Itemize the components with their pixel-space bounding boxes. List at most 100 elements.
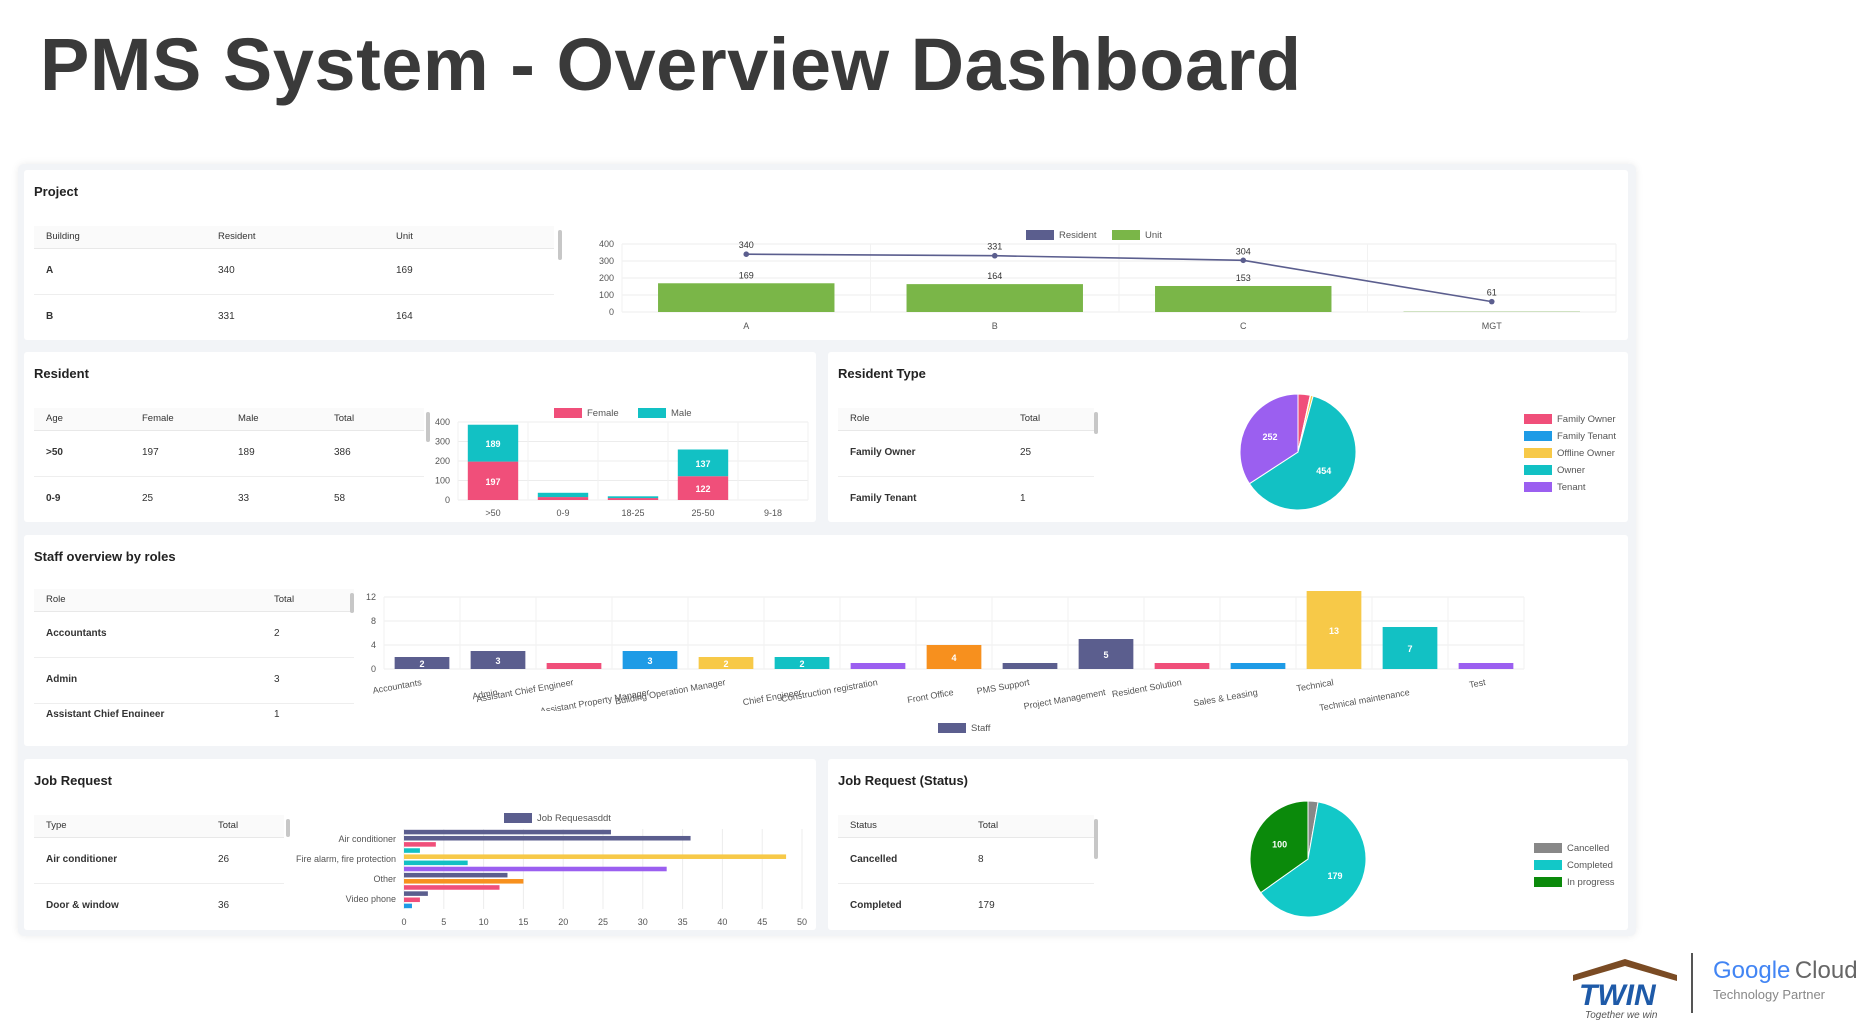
legend-in-progress[interactable]: In progress [1534, 877, 1615, 888]
legend-label: Male [671, 408, 692, 419]
bar [404, 829, 611, 835]
x-tick-label: 18-25 [621, 508, 644, 518]
x-tick-label: MGT [1482, 321, 1502, 331]
x-tick-label: Construction registration [781, 677, 879, 704]
x-tick-label: B [992, 321, 998, 331]
table-row[interactable]: Assistant Chief Engineer 1 [34, 703, 354, 717]
legend-family-tenant[interactable]: Family Tenant [1524, 431, 1616, 442]
legend-male[interactable]: Male [638, 408, 692, 419]
column-header[interactable]: Total [334, 413, 355, 424]
table-row[interactable]: B 331 164 [34, 294, 554, 340]
column-header[interactable]: Female [142, 413, 174, 424]
data-label: 13 [1329, 626, 1339, 636]
twin-logo-name: TWIN [1579, 979, 1657, 1012]
bar [658, 283, 835, 312]
legend-owner[interactable]: Owner [1524, 465, 1585, 476]
table-scrollbar[interactable] [426, 412, 430, 442]
table-header [838, 815, 1094, 838]
project-table: Building Resident Unit A 340 169 B 331 1… [34, 226, 562, 326]
table-row[interactable]: Door & window 36 [34, 883, 284, 929]
legend-unit[interactable]: Unit [1112, 230, 1162, 241]
table-row[interactable]: Admin 3 [34, 657, 354, 704]
column-header[interactable]: Role [850, 413, 870, 424]
bar [607, 496, 659, 499]
resident-title: Resident [34, 366, 89, 381]
table-row[interactable]: Air conditioner 26 [34, 837, 284, 884]
column-header[interactable]: Total [1020, 413, 1041, 424]
legend-offline-owner[interactable]: Offline Owner [1524, 448, 1615, 459]
legend-tenant[interactable]: Tenant [1524, 482, 1586, 493]
column-header[interactable]: Total [218, 820, 239, 831]
bar [404, 835, 691, 841]
data-label: 137 [695, 459, 710, 469]
column-header[interactable]: Unit [396, 231, 413, 242]
column-header[interactable]: Age [46, 413, 63, 424]
legend-swatch [938, 723, 966, 734]
line-point [743, 251, 750, 257]
x-tick-label: 30 [638, 917, 648, 927]
bar [850, 663, 906, 669]
column-header[interactable]: Male [238, 413, 259, 424]
table-scrollbar[interactable] [1094, 819, 1098, 859]
job-request-card: Job Request Type Total Air conditioner 2… [24, 759, 816, 930]
bar [677, 449, 729, 477]
bar [394, 657, 450, 669]
table-row[interactable]: Accountants 2 [34, 611, 354, 658]
bar [546, 663, 602, 669]
bar [404, 891, 428, 896]
column-header[interactable]: Resident [218, 231, 256, 242]
table-cell: 58 [334, 493, 346, 504]
x-tick-label: Front Office [906, 687, 954, 705]
table-cell: Admin [46, 674, 78, 685]
column-header[interactable]: Role [46, 594, 66, 605]
x-tick-label: 35 [678, 917, 688, 927]
table-header [34, 589, 354, 612]
bar [404, 866, 667, 872]
project-card: Project Building Resident Unit A 340 169… [24, 170, 1628, 340]
y-tick-label: Fire alarm, fire protection [296, 854, 396, 864]
y-tick-label: 400 [435, 417, 450, 427]
table-row[interactable]: Cancelled 8 [838, 837, 1094, 884]
column-header[interactable]: Total [274, 594, 295, 605]
table-scrollbar[interactable] [350, 593, 354, 613]
table-scrollbar[interactable] [1094, 412, 1098, 434]
legend-family-owner[interactable]: Family Owner [1524, 414, 1616, 425]
data-label: 7 [1407, 644, 1412, 654]
legend-label: Job Requesasddt [537, 813, 611, 824]
bar [1154, 663, 1210, 669]
staff-table: Role Total Accountants 2 Admin 3 Assista… [34, 589, 354, 717]
table-cell: 189 [238, 447, 255, 458]
table-row[interactable]: Family Tenant 1 [838, 476, 1094, 522]
pie-slice [1260, 801, 1367, 918]
twin-logo: TWIN Together we win [1573, 959, 1677, 1021]
bar [404, 897, 420, 903]
column-header[interactable]: Total [978, 820, 999, 831]
y-tick-label: 8 [371, 616, 376, 626]
legend-label: Unit [1145, 230, 1162, 241]
bar [404, 872, 508, 878]
legend-label: Staff [971, 723, 991, 734]
table-row[interactable]: >50 197 189 386 [34, 430, 424, 477]
legend-label: Cancelled [1567, 843, 1610, 854]
table-row[interactable]: 0-9 25 33 58 [34, 476, 424, 522]
bar [404, 848, 420, 853]
legend-staff[interactable]: Staff [938, 723, 990, 734]
column-header[interactable]: Type [46, 820, 67, 831]
x-tick-label: 25-50 [691, 508, 714, 518]
column-header[interactable]: Status [850, 820, 877, 831]
table-cell: 179 [978, 900, 995, 911]
table-row[interactable]: Completed 179 [838, 883, 1094, 929]
table-scrollbar[interactable] [558, 230, 562, 260]
table-scrollbar[interactable] [286, 819, 290, 837]
legend-completed[interactable]: Completed [1534, 860, 1613, 871]
legend-cancelled[interactable]: Cancelled [1534, 843, 1609, 854]
table-row[interactable]: Family Owner 25 [838, 430, 1094, 477]
table-row[interactable]: A 340 169 [34, 248, 554, 295]
x-tick-label: 50 [797, 917, 807, 927]
column-header[interactable]: Building [46, 231, 80, 242]
legend-resident[interactable]: Resident [1026, 230, 1097, 241]
legend-female[interactable]: Female [554, 408, 619, 419]
data-label: 5 [1103, 650, 1108, 660]
x-tick-label: PMS Support [976, 677, 1031, 696]
legend-job-requests[interactable]: Job Requesasddt [504, 813, 611, 824]
